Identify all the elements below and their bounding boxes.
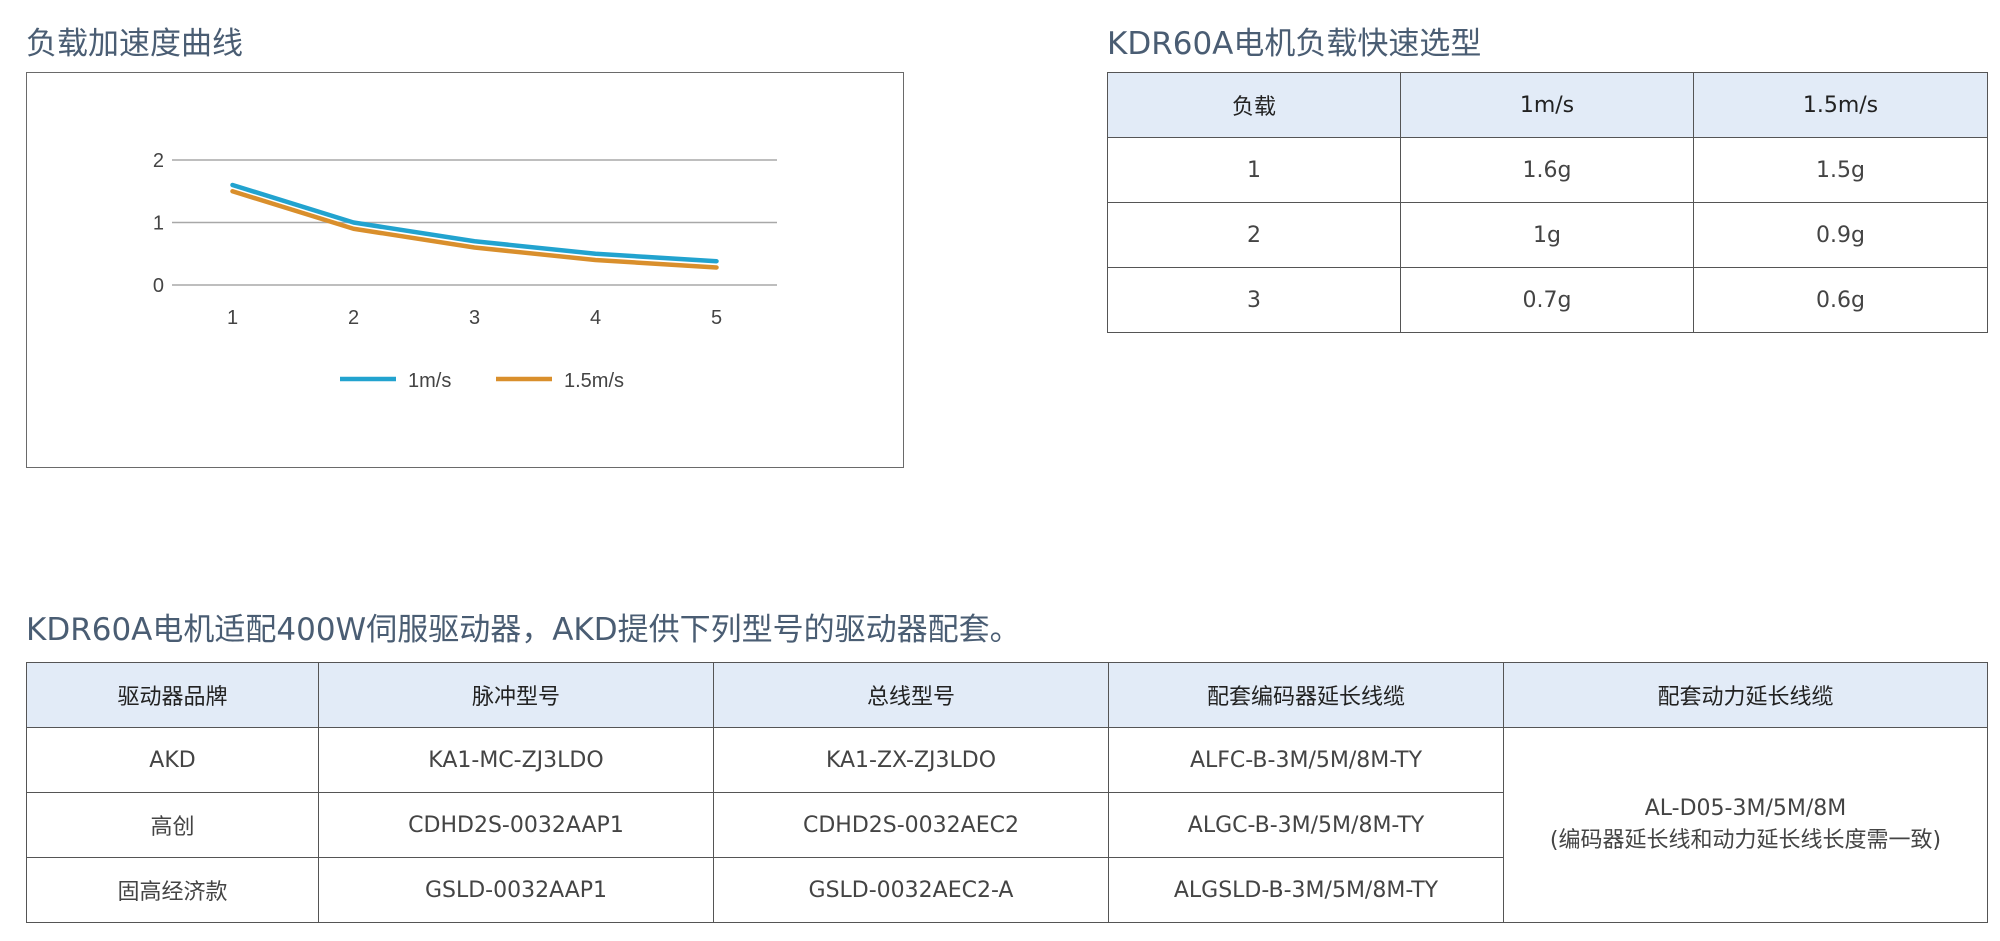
bus-model-cell: KA1-ZX-ZJ3LDO [713,727,1109,793]
header-pulse-model: 脉冲型号 [318,662,714,728]
x-tick-label: 2 [348,307,359,329]
load-acceleration-chart: 0 1 2 1 2 3 4 5 1m/s 1.5m/s [26,72,904,468]
quick-select-table: 负载 1m/s 1.5m/s 1 1.6g 1.5g 2 1g 0.9g 3 0… [1107,72,1988,333]
header-load: 负载 [1107,72,1401,138]
pulse-model-cell: GSLD-0032AAP1 [318,857,714,923]
table-header-row: 驱动器品牌 脉冲型号 总线型号 配套编码器延长线缆 配套动力延长线缆 [26,662,1988,728]
header-1ms: 1m/s [1400,72,1694,138]
load-cell: 1 [1107,137,1401,203]
encoder-cable-cell: ALGSLD-B-3M/5M/8M-TY [1108,857,1504,923]
pulse-model-cell: CDHD2S-0032AAP1 [318,792,714,858]
encoder-cable-cell: ALFC-B-3M/5M/8M-TY [1108,727,1504,793]
power-cable-model: AL-D05-3M/5M/8M [1644,796,1847,821]
header-brand: 驱动器品牌 [26,662,319,728]
brand-cell: 固高经济款 [26,857,319,923]
legend-label-2: 1.5m/s [564,370,624,392]
header-1-5ms: 1.5m/s [1693,72,1988,138]
x-tick-label: 4 [590,307,601,329]
power-cable-note: (编码器延长线和动力延长线长度需一致) [1549,828,1942,853]
chart-title: 负载加速度曲线 [26,26,243,62]
y-tick-label: 2 [153,150,164,172]
load-cell: 3 [1107,267,1401,333]
header-power-cable: 配套动力延长线缆 [1503,662,1988,728]
brand-cell: AKD [26,727,319,793]
load-cell: 2 [1107,202,1401,268]
pulse-model-cell: KA1-MC-ZJ3LDO [318,727,714,793]
accel-1ms-cell: 1.6g [1400,137,1694,203]
x-tick-label: 1 [227,307,238,329]
driver-compat-title: KDR60A电机适配400W伺服驱动器，AKD提供下列型号的驱动器配套。 [26,612,1021,648]
encoder-cable-cell: ALGC-B-3M/5M/8M-TY [1108,792,1504,858]
brand-cell: 高创 [26,792,319,858]
table-row: 高创 CDHD2S-0032AAP1 CDHD2S-0032AEC2 ALGC-… [26,792,1988,858]
table-row: 1 1.6g 1.5g [1107,137,1988,203]
bus-model-cell: GSLD-0032AEC2-A [713,857,1109,923]
quick-select-title: KDR60A电机负载快速选型 [1107,26,1482,62]
table-row: 2 1g 0.9g [1107,202,1988,268]
y-tick-label: 0 [153,275,164,297]
series-line-1 [230,182,719,264]
driver-compat-table: 驱动器品牌 脉冲型号 总线型号 配套编码器延长线缆 配套动力延长线缆 AKD K… [26,662,1988,923]
power-cable-cell: AL-D05-3M/5M/8M (编码器延长线和动力延长线长度需一致) [1503,727,1988,923]
header-bus-model: 总线型号 [713,662,1109,728]
table-row: 固高经济款 GSLD-0032AAP1 GSLD-0032AEC2-A ALGS… [26,857,1988,923]
bus-model-cell: CDHD2S-0032AEC2 [713,792,1109,858]
accel-1ms-cell: 0.7g [1400,267,1694,333]
y-tick-label: 1 [153,213,164,235]
series-line-2 [230,189,719,270]
x-tick-label: 3 [469,307,480,329]
accel-1-5ms-cell: 0.6g [1693,267,1988,333]
header-encoder-cable: 配套编码器延长线缆 [1108,662,1504,728]
table-row: 3 0.7g 0.6g [1107,267,1988,333]
table-row: AKD KA1-MC-ZJ3LDO KA1-ZX-ZJ3LDO ALFC-B-3… [26,727,1988,923]
chart-plot: 0 1 2 1 2 3 4 5 1m/s 1.5m/s [153,150,777,392]
table-header-row: 负载 1m/s 1.5m/s [1107,72,1988,138]
accel-1-5ms-cell: 0.9g [1693,202,1988,268]
accel-1ms-cell: 1g [1400,202,1694,268]
x-tick-label: 5 [711,307,722,329]
legend-label-1: 1m/s [408,370,451,392]
accel-1-5ms-cell: 1.5g [1693,137,1988,203]
